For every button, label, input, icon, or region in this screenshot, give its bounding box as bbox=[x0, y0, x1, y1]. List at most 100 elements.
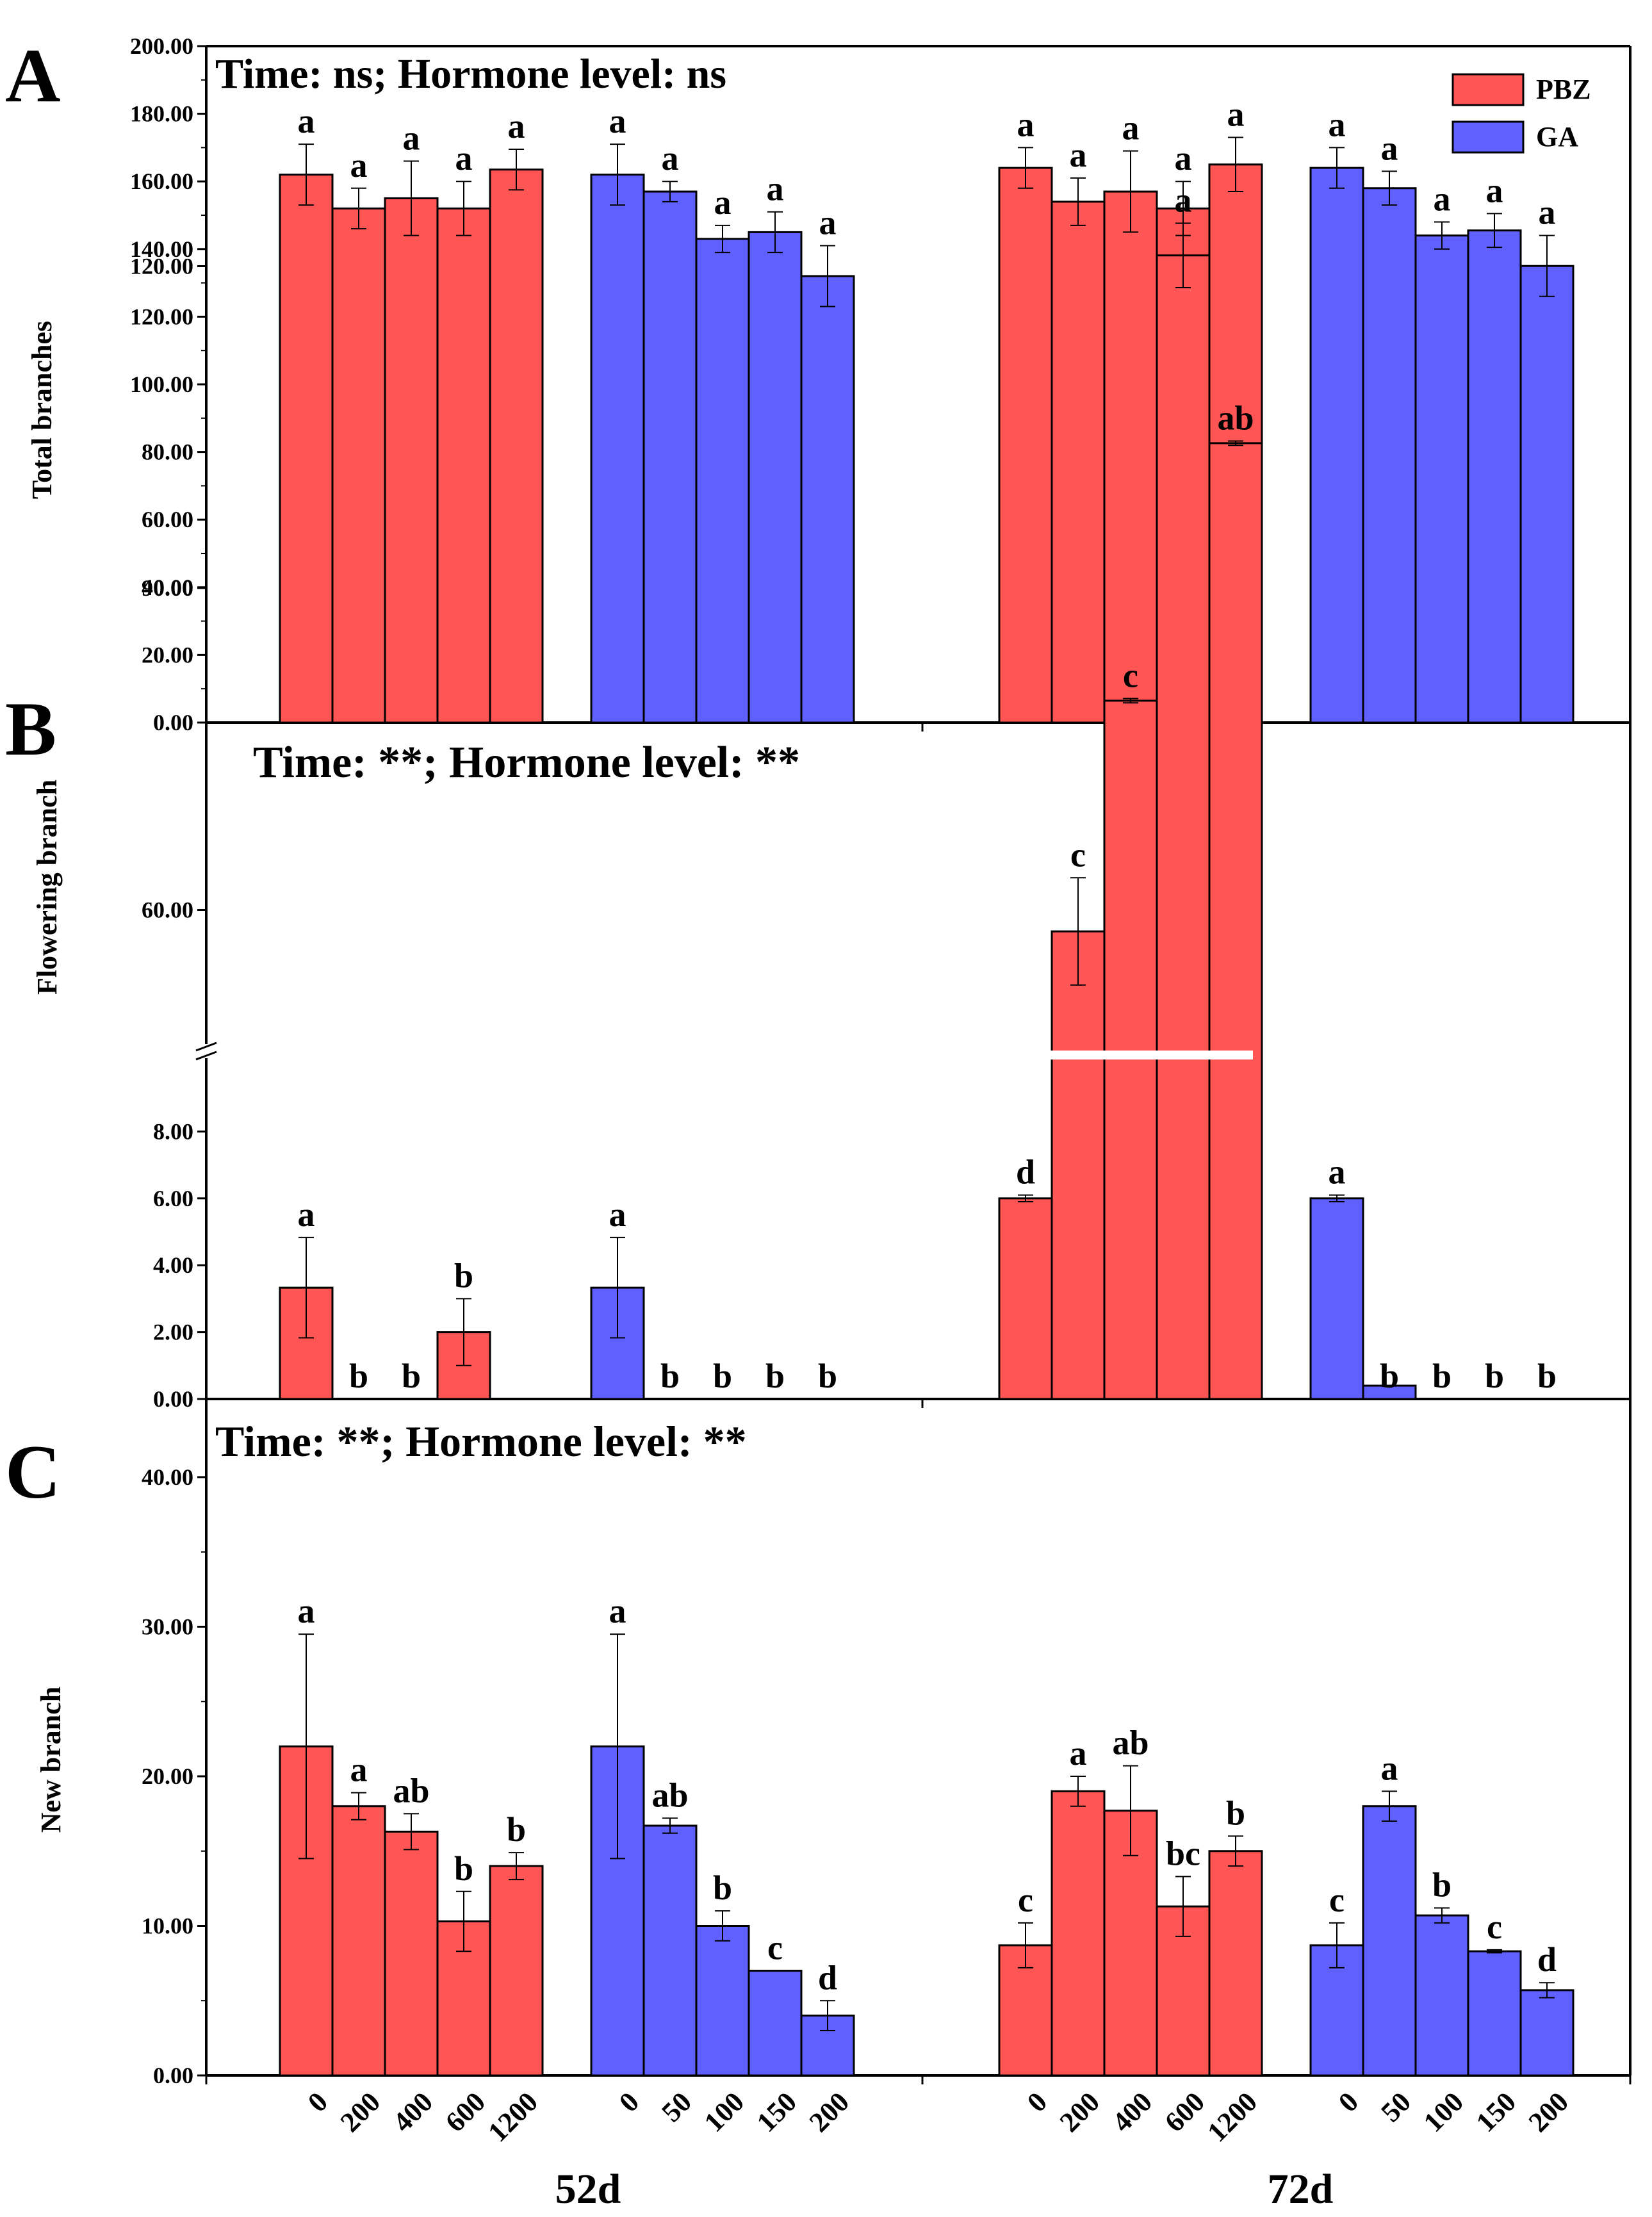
panel-b-annotation: Time: **; Hormone level: ** bbox=[253, 738, 800, 787]
panel-c-bar-pbz-72d bbox=[1208, 1850, 1263, 2077]
panel-c-y-tick-label: 0.00 bbox=[153, 2063, 193, 2088]
panel-a-significance-letter: a bbox=[1017, 105, 1035, 143]
x-category-label: 400 bbox=[387, 2086, 439, 2138]
panel-b-significance-letter: b bbox=[1485, 1357, 1504, 1395]
panel-a-significance-letter: a bbox=[298, 102, 315, 140]
legend-label-ga: GA bbox=[1536, 121, 1578, 152]
panel-b-bar-pbz-72d bbox=[1156, 254, 1211, 1400]
panel-a-significance-letter: a bbox=[350, 146, 368, 184]
panel-b-bar-pbz-72d bbox=[1051, 930, 1106, 1400]
panel-a-bar-ga-52d bbox=[590, 174, 645, 724]
panel-c-significance-letter: d bbox=[1537, 1940, 1557, 1979]
x-category-label: 200 bbox=[1523, 2086, 1574, 2138]
x-category-label: 50 bbox=[655, 2086, 698, 2128]
panel-c-bar-ga-52d bbox=[748, 1970, 803, 2077]
panel-c-significance-letter: a bbox=[609, 1592, 626, 1630]
panel-b-significance-letter: b bbox=[454, 1256, 473, 1295]
chart-marks: 0.0020.0040.0060.0080.00100.00120.00140.… bbox=[130, 33, 1632, 2148]
panel-b-axis-break-gap bbox=[1048, 1051, 1253, 1059]
x-category-label: 100 bbox=[698, 2086, 750, 2138]
panel-b-y-tick-label: 2.00 bbox=[153, 1320, 193, 1345]
panel-c-bar-pbz-52d bbox=[384, 1830, 439, 2077]
panel-c-bar-ga-52d bbox=[642, 1824, 698, 2077]
panel-b-bar-ga-72d bbox=[1362, 1384, 1417, 1400]
panel-a-bar-ga-52d bbox=[800, 275, 855, 724]
panel-c-significance-letter: d bbox=[818, 1958, 837, 1997]
x-category-label: 1200 bbox=[1201, 2086, 1263, 2148]
panel-c-significance-letter: c bbox=[1329, 1881, 1345, 1919]
panel-c-bar-ga-72d bbox=[1467, 1950, 1522, 2077]
panel-c-significance-letter: b bbox=[507, 1810, 526, 1849]
x-category-label: 0 bbox=[1332, 2086, 1364, 2118]
panel-b-significance-letter: c bbox=[1123, 657, 1138, 695]
legend: PBZ GA bbox=[1452, 73, 1591, 154]
panel-a-bar-ga-72d bbox=[1362, 187, 1417, 724]
panel-a-annotation: Time: ns; Hormone level: ns bbox=[215, 51, 726, 97]
panel-c-significance-letter: b bbox=[454, 1849, 473, 1888]
panel-b-y-tick-label: 90.00 bbox=[142, 575, 193, 601]
panel-c-significance-letter: b bbox=[1226, 1794, 1245, 1832]
panel-b-significance-letter: ab bbox=[1217, 399, 1254, 438]
panel-c-significance-letter: a bbox=[1381, 1749, 1398, 1787]
x-category-label: 400 bbox=[1106, 2086, 1158, 2138]
x-category-label: 150 bbox=[1470, 2086, 1522, 2138]
panel-b-significance-letter: b bbox=[349, 1357, 368, 1395]
panel-a-y-tick-label: 160.00 bbox=[130, 168, 193, 194]
panel-a-significance-letter: a bbox=[1175, 139, 1192, 177]
panel-b-axis-break-mark bbox=[195, 1051, 217, 1061]
panel-a-bar-pbz-52d bbox=[279, 174, 334, 724]
panel-b-significance-letter: b bbox=[1537, 1357, 1557, 1395]
panel-a-significance-letter: a bbox=[1329, 105, 1346, 143]
x-category-label: 150 bbox=[751, 2086, 803, 2138]
panel-a-significance-letter: a bbox=[1122, 109, 1140, 147]
panel-a-bar-ga-72d bbox=[1309, 167, 1364, 724]
panel-b-significance-letter: c bbox=[1070, 835, 1086, 874]
x-category-label: 0 bbox=[1021, 2086, 1053, 2118]
time-label-52d: 52d bbox=[555, 2166, 621, 2213]
panel-c-bar-pbz-52d bbox=[331, 1805, 386, 2077]
panel-a-y-tick-label: 200.00 bbox=[130, 33, 193, 59]
x-category-label: 0 bbox=[302, 2086, 334, 2118]
x-category-label: 1200 bbox=[482, 2086, 544, 2148]
panel-a-bar-ga-52d bbox=[748, 231, 803, 724]
panel-b-significance-letter: b bbox=[1380, 1357, 1399, 1395]
panel-a-bar-pbz-52d bbox=[331, 207, 386, 724]
panel-b-axis-break-mark bbox=[195, 1042, 217, 1052]
panel-c-annotation: Time: **; Hormone level: ** bbox=[215, 1417, 747, 1466]
panel-a-bar-ga-72d bbox=[1414, 234, 1469, 724]
panel-a-significance-letter: a bbox=[819, 204, 837, 242]
panel-a-bar-pbz-52d bbox=[436, 207, 491, 724]
panel-c-y-tick-label: 20.00 bbox=[142, 1763, 193, 1789]
panel-a-significance-letter: a bbox=[1539, 193, 1556, 232]
panel-b-ylabel: Flowering branch bbox=[31, 780, 63, 995]
panel-a-significance-letter: a bbox=[1070, 136, 1087, 174]
panel-c-bar-ga-52d bbox=[695, 1925, 750, 2077]
panel-b-bar-ga-72d bbox=[1309, 1197, 1364, 1400]
panel-a-y-tick-label: 100.00 bbox=[130, 372, 193, 397]
panel-a-bar-pbz-72d bbox=[1051, 200, 1106, 724]
legend-swatch-pbz bbox=[1452, 73, 1525, 106]
panel-a-bar-ga-52d bbox=[642, 190, 698, 724]
panel-a-y-tick-label: 20.00 bbox=[142, 642, 193, 667]
panel-a-y-tick-label: 120.00 bbox=[130, 304, 193, 329]
panel-b-significance-letter: b bbox=[660, 1357, 680, 1395]
panel-b-significance-letter: b bbox=[765, 1357, 785, 1395]
panel-b-significance-letter: b bbox=[402, 1357, 421, 1395]
panel-a-bar-pbz-72d bbox=[1103, 190, 1158, 724]
panel-a-significance-letter: a bbox=[1227, 95, 1245, 134]
panel-c-significance-letter: b bbox=[713, 1869, 732, 1907]
panel-c-significance-letter: ab bbox=[393, 1771, 429, 1810]
panel-letter-b: B bbox=[5, 686, 56, 771]
panel-a-significance-letter: a bbox=[609, 102, 626, 140]
panel-b-bar-pbz-72d bbox=[1103, 699, 1158, 1400]
panel-c-bar-ga-72d bbox=[1519, 1989, 1574, 2077]
panel-c-ylabel: New branch bbox=[35, 1687, 67, 1833]
panel-b-significance-letter: a bbox=[1175, 181, 1192, 220]
panel-c-significance-letter: ab bbox=[651, 1776, 688, 1814]
panel-c-significance-letter: a bbox=[298, 1592, 315, 1630]
panel-c-significance-letter: c bbox=[767, 1929, 783, 1967]
panel-a-y-tick-label: 140.00 bbox=[130, 236, 193, 262]
panel-a-bar-ga-72d bbox=[1519, 265, 1574, 724]
panel-c-significance-letter: a bbox=[1070, 1734, 1087, 1772]
